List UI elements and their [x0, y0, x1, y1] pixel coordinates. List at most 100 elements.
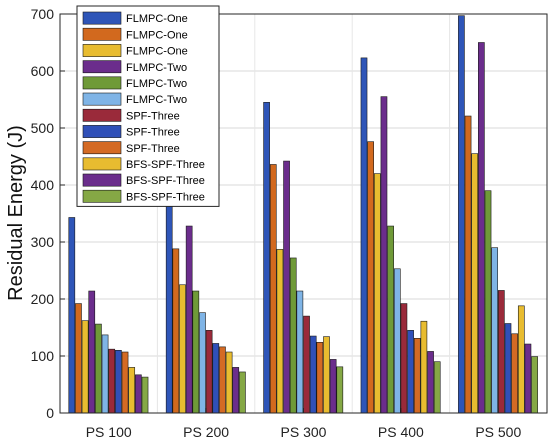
x-tick-label: PS 300 — [281, 424, 327, 440]
bar — [491, 247, 499, 414]
legend-label: SPF-Three — [126, 143, 180, 155]
bar — [185, 225, 193, 414]
bar — [427, 351, 434, 414]
y-tick-label: 200 — [31, 291, 55, 307]
legend-label: FLMPC-Two — [126, 78, 187, 90]
bar — [115, 349, 122, 414]
bar — [471, 153, 479, 414]
bar — [141, 376, 149, 414]
bar — [484, 190, 492, 414]
bar — [289, 257, 297, 414]
legend-swatch — [82, 11, 122, 25]
bar — [478, 42, 485, 414]
bar — [336, 366, 344, 414]
legend-label: FLMPC-Two — [126, 62, 187, 74]
bar — [458, 15, 465, 414]
bar — [433, 361, 441, 414]
bar — [179, 284, 186, 414]
bar — [504, 323, 512, 414]
y-tick-label: 100 — [31, 348, 55, 364]
bar — [373, 173, 381, 414]
bar — [128, 367, 136, 414]
bar — [360, 57, 368, 414]
legend: FLMPC-One FLMPC-One FLMPC-One FLMPC-Two FLMP… — [76, 5, 220, 207]
bar — [88, 290, 96, 414]
bar — [316, 342, 324, 414]
bar — [407, 330, 414, 414]
legend-label: BFS-SPF-Three — [126, 175, 205, 187]
bar — [329, 359, 337, 414]
y-tick-label: 400 — [31, 177, 55, 193]
bar — [511, 333, 518, 414]
bar — [524, 343, 532, 414]
bar — [367, 141, 374, 414]
bar — [517, 305, 525, 414]
y-axis-ticks: 0 100 200 300 400 500 600 700 — [31, 6, 65, 421]
bar — [172, 248, 180, 414]
bar — [393, 268, 401, 414]
bar — [239, 371, 246, 414]
bar — [420, 320, 428, 414]
bar — [464, 115, 472, 414]
legend-label: FLMPC-One — [126, 13, 188, 25]
legend-label: FLMPC-One — [126, 29, 188, 41]
bar — [225, 351, 233, 414]
bar — [219, 346, 226, 414]
legend-swatch — [82, 189, 122, 203]
y-tick-label: 500 — [31, 120, 55, 136]
bar — [101, 334, 109, 414]
bar — [199, 312, 206, 414]
y-axis-label: Residual Energy (J) — [5, 125, 27, 301]
x-axis-ticks: PS 100 PS 200 PS 300 PS 400 PS 500 — [86, 408, 521, 440]
legend-swatch — [82, 60, 122, 74]
bar — [497, 290, 505, 414]
x-tick-label: PS 100 — [86, 424, 132, 440]
y-tick-label: 0 — [46, 405, 54, 421]
legend-swatch — [82, 141, 122, 155]
legend-swatch — [82, 157, 122, 171]
bar — [75, 303, 82, 414]
bar — [165, 185, 173, 414]
bar — [263, 102, 270, 414]
legend-swatch — [82, 173, 122, 187]
bar — [95, 323, 102, 414]
legend-label: FLMPC-One — [126, 46, 188, 58]
bar — [303, 315, 310, 414]
legend-label: SPF-Three — [126, 110, 180, 122]
legend-swatch — [82, 76, 122, 90]
bar — [323, 336, 330, 414]
bar — [108, 348, 116, 414]
legend-label: SPF-Three — [126, 127, 180, 139]
y-tick-label: 300 — [31, 234, 55, 250]
legend-swatch — [82, 44, 122, 57]
x-tick-label: PS 400 — [378, 424, 424, 440]
bar — [135, 374, 142, 414]
bar — [400, 303, 408, 414]
bar — [81, 320, 89, 414]
bar — [212, 343, 220, 414]
y-tick-label: 600 — [31, 63, 55, 79]
legend-label: BFS-SPF-Three — [126, 159, 205, 171]
bar — [68, 217, 76, 414]
x-tick-label: PS 200 — [183, 424, 229, 440]
legend-swatch — [82, 108, 122, 122]
bar — [192, 290, 200, 414]
bar — [413, 338, 421, 414]
bar — [232, 367, 240, 414]
legend-label: FLMPC-Two — [126, 94, 187, 106]
bar — [531, 356, 538, 414]
bar — [205, 330, 213, 414]
bar — [380, 96, 388, 414]
bar — [387, 225, 394, 414]
bar — [276, 249, 284, 414]
legend-swatch — [82, 27, 122, 41]
legend-label: BFS-SPF-Three — [126, 191, 205, 203]
bar — [269, 164, 277, 414]
bar — [296, 290, 304, 414]
x-tick-label: PS 500 — [475, 424, 521, 440]
y-tick-label: 700 — [31, 6, 55, 22]
bar — [121, 351, 129, 414]
legend-swatch — [82, 125, 122, 138]
bar — [309, 335, 317, 414]
bars — [68, 15, 538, 414]
